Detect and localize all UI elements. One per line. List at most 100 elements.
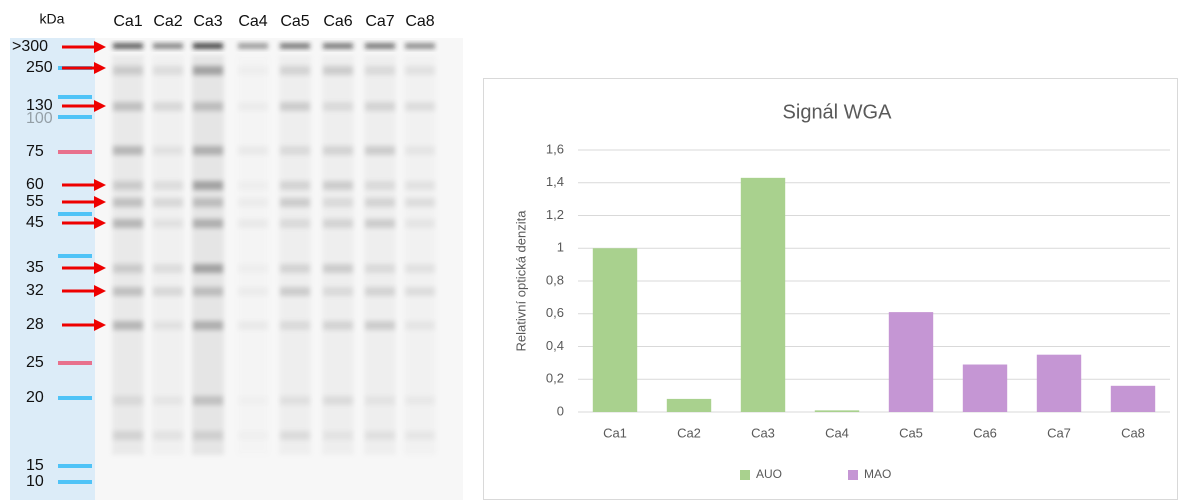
marker-label: 250: [26, 59, 53, 76]
top-band: [113, 43, 143, 49]
band: [365, 146, 395, 155]
legend-label: MAO: [864, 467, 891, 481]
western-blot: kDa Ca1 Ca2 Ca3 Ca4 Ca5 Ca6 Ca7 Ca8>30025013010…: [10, 11, 463, 500]
y-tick-label: 1,4: [546, 174, 564, 189]
y-tick-label: 0: [557, 403, 564, 418]
arrow-head: [94, 285, 106, 297]
band: [365, 198, 395, 207]
y-tick-label: 1: [557, 240, 564, 255]
bar: [1036, 354, 1082, 412]
band: [365, 431, 395, 440]
band: [280, 146, 310, 155]
bar: [1110, 385, 1156, 412]
lane-label: Ca7: [365, 13, 394, 30]
ladder-band: [58, 464, 92, 468]
ladder-band: [58, 254, 92, 258]
band: [113, 181, 143, 190]
x-tick-label: Ca2: [677, 425, 701, 440]
bar: [592, 248, 638, 412]
band: [153, 431, 183, 440]
y-axis-label: Relativní optická denzita: [513, 210, 528, 352]
band: [405, 66, 435, 75]
band: [280, 321, 310, 330]
band: [323, 219, 353, 228]
band: [113, 198, 143, 207]
band: [405, 181, 435, 190]
band: [405, 102, 435, 111]
band: [153, 264, 183, 273]
lane-label: Ca3: [193, 13, 222, 30]
band: [153, 287, 183, 296]
x-tick-label: Ca7: [1047, 425, 1071, 440]
ladder-band: [58, 480, 92, 484]
band: [280, 431, 310, 440]
arrow-head: [94, 196, 106, 208]
top-band: [153, 43, 183, 49]
band: [280, 396, 310, 405]
x-tick-label: Ca1: [603, 425, 627, 440]
lane-smear: [279, 55, 311, 455]
marker-label: 28: [26, 316, 44, 333]
bar: [666, 398, 712, 412]
marker-label: 100: [26, 110, 53, 127]
y-tick-label: 0,6: [546, 305, 564, 320]
band: [365, 396, 395, 405]
band: [365, 287, 395, 296]
arrow-head: [94, 100, 106, 112]
band: [365, 219, 395, 228]
marker-label: 130: [26, 97, 53, 114]
band: [405, 264, 435, 273]
band: [113, 431, 143, 440]
band: [113, 66, 143, 75]
band: [238, 287, 268, 296]
lane-smear: [152, 55, 184, 455]
band: [238, 431, 268, 440]
band: [323, 396, 353, 405]
band: [153, 321, 183, 330]
x-tick-label: Ca6: [973, 425, 997, 440]
marker-label: 32: [26, 282, 44, 299]
top-band: [365, 43, 395, 49]
lane-label: Ca2: [153, 13, 182, 30]
band: [323, 431, 353, 440]
band: [193, 102, 223, 111]
band: [113, 321, 143, 330]
lane-label: Ca4: [238, 13, 267, 30]
ladder-band: [58, 396, 92, 400]
marker-label: 60: [26, 176, 44, 193]
band: [193, 396, 223, 405]
band: [193, 431, 223, 440]
band: [365, 102, 395, 111]
band: [405, 219, 435, 228]
marker-label: 45: [26, 214, 44, 231]
lane-label: Ca8: [405, 13, 434, 30]
band: [193, 219, 223, 228]
band: [238, 219, 268, 228]
band: [323, 321, 353, 330]
x-tick-label: Ca4: [825, 425, 849, 440]
marker-label: 75: [26, 143, 44, 160]
band: [365, 321, 395, 330]
x-tick-label: Ca3: [751, 425, 775, 440]
bar: [962, 364, 1008, 412]
band: [365, 66, 395, 75]
lane-smear: [404, 55, 436, 455]
band: [153, 198, 183, 207]
legend-swatch: [740, 470, 750, 480]
band: [113, 264, 143, 273]
band: [153, 102, 183, 111]
top-band: [405, 43, 435, 49]
top-band: [238, 43, 268, 49]
band: [323, 181, 353, 190]
band: [238, 66, 268, 75]
lane-smear: [364, 55, 396, 455]
top-band: [323, 43, 353, 49]
band: [238, 264, 268, 273]
band: [280, 198, 310, 207]
band: [153, 219, 183, 228]
legend-label: AUO: [756, 467, 782, 481]
band: [193, 287, 223, 296]
band: [323, 66, 353, 75]
ladder-band: [58, 150, 92, 154]
